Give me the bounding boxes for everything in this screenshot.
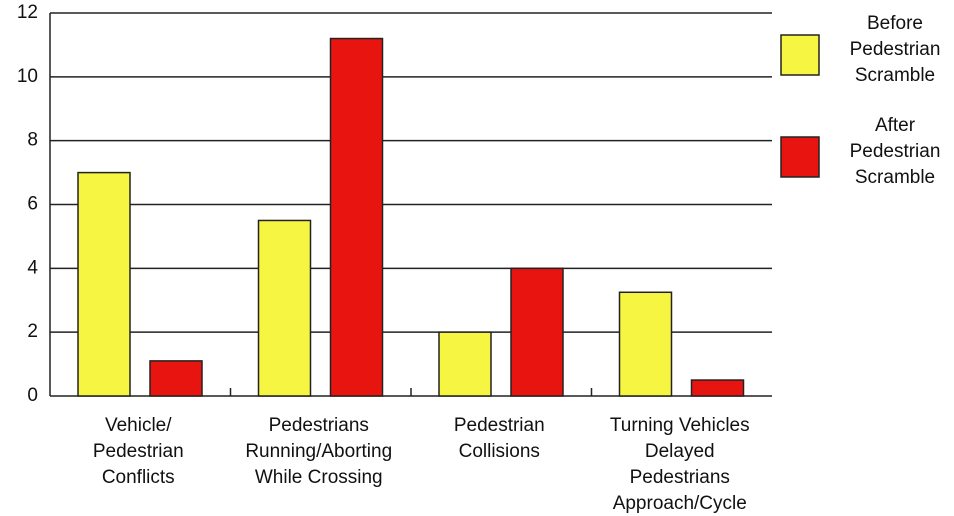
- legend-label-line: Scramble: [855, 65, 935, 86]
- bar: [618, 291, 673, 397]
- x-tick-label-line: Pedestrians: [630, 467, 730, 488]
- y-tick-label: 8: [27, 130, 38, 151]
- x-tick-label-line: Collisions: [459, 441, 540, 462]
- y-tick-label: 2: [27, 321, 38, 342]
- x-tick-label: Pedestrian Collisions: [454, 415, 545, 462]
- x-tick-label-line: Delayed: [645, 441, 715, 462]
- x-tick-label-line: Pedestrians: [269, 415, 369, 436]
- y-tick-label: 4: [27, 257, 38, 278]
- bar: [149, 360, 203, 397]
- legend-label-line: Pedestrian: [850, 141, 941, 162]
- y-tick-label: 0: [27, 385, 38, 406]
- x-tick-label-line: While Crossing: [255, 467, 383, 488]
- legend-label: Before Pedestrian Scramble: [850, 13, 941, 86]
- bar: [690, 379, 745, 397]
- x-tick-label: Vehicle/Pedestrian Conflicts: [93, 415, 184, 488]
- x-tick-label: Pedestrians Running/Aborting While Crossin…: [245, 415, 392, 488]
- x-tick-label-line: Pedestrian: [93, 441, 184, 462]
- y-tick-label: 12: [17, 2, 38, 23]
- bar: [77, 171, 131, 397]
- x-tick-label-line: Pedestrian: [454, 415, 545, 436]
- bar: [438, 331, 492, 397]
- x-tick-label-line: Approach/Cycle: [613, 493, 747, 514]
- y-tick-label: 6: [27, 194, 38, 215]
- x-tick-label-line: Vehicle/: [105, 415, 172, 436]
- bar: [510, 267, 564, 397]
- x-tick-label-line: Turning Vehicles: [610, 415, 750, 436]
- legend-swatch: [780, 34, 820, 76]
- legend-label-line: Scramble: [855, 167, 935, 188]
- x-tick-label: Turning Vehicles Delayed Pedestrians Approa…: [610, 415, 750, 514]
- legend-label: After Pedestrian Scramble: [850, 115, 941, 188]
- x-tick-label-line: Conflicts: [102, 467, 175, 488]
- legend-label-line: After: [875, 115, 916, 136]
- bar: [257, 219, 312, 397]
- y-tick-label: 10: [17, 66, 38, 87]
- x-tick-label-line: Running/Aborting: [245, 441, 392, 462]
- legend-swatch: [780, 136, 820, 178]
- bar: [329, 37, 384, 397]
- legend-label-line: Before: [867, 13, 923, 34]
- legend-label-line: Pedestrian: [850, 39, 941, 60]
